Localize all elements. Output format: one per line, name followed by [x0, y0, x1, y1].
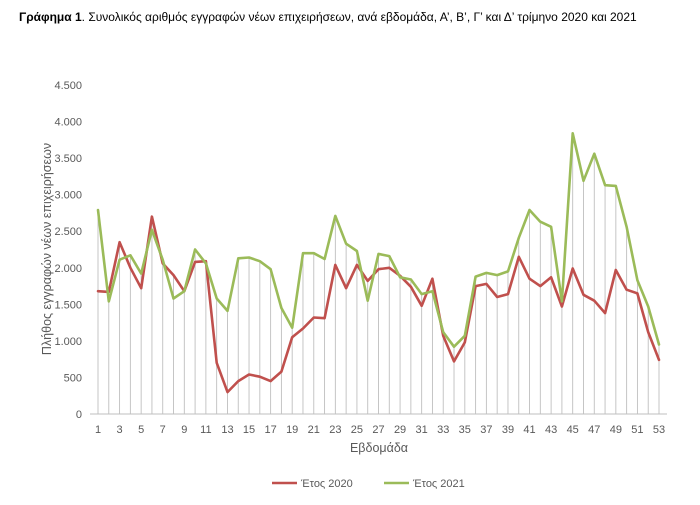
- y-tick-label: 2.000: [54, 263, 82, 275]
- x-tick-label: 1: [95, 424, 101, 436]
- x-tick-label: 17: [264, 424, 276, 436]
- y-tick-label: 4.500: [54, 80, 82, 92]
- legend-label: Έτος 2020: [300, 478, 353, 490]
- series-line-2021: [96, 132, 661, 349]
- x-tick-label: 33: [437, 424, 449, 436]
- y-tick-labels: 0 500 1.000 1.500 2.000 2.500 3.000 3.500 4.000 4…: [54, 80, 82, 421]
- x-tick-label: 49: [610, 424, 622, 436]
- y-tick-label: 4.000: [54, 117, 82, 129]
- y-tick-label: 1.000: [54, 336, 82, 348]
- y-tick-label: 3.500: [54, 153, 82, 165]
- x-tick-label: 39: [502, 424, 514, 436]
- x-tick-label: 21: [308, 424, 320, 436]
- x-tick-label: 27: [372, 424, 384, 436]
- x-tick-label: 15: [243, 424, 255, 436]
- x-tick-label: 51: [631, 424, 643, 436]
- x-tick-label: 29: [394, 424, 406, 436]
- x-tick-label: 5: [138, 424, 144, 436]
- x-tick-labels: 1 3 5 7 9 11 13 15 17 19 21 23 25 27 29 31 33 35 37 39 41 43 4…: [95, 424, 665, 436]
- y-tick-label: 2.500: [54, 226, 82, 238]
- y-axis-label: Πλήθος εγγραφών νέων επιχειρήσεων: [40, 143, 54, 355]
- figure-caption: . Συνολικός αριθμός εγγραφών νέων επιχει…: [81, 10, 637, 24]
- x-tick-label: 23: [329, 424, 341, 436]
- legend: Έτος 2020 Έτος 2021: [272, 478, 465, 490]
- x-tick-label: 47: [588, 424, 600, 436]
- x-tick-label: 43: [545, 424, 557, 436]
- x-tick-label: 25: [351, 424, 363, 436]
- x-tick-label: 9: [181, 424, 187, 436]
- y-tick-label: 500: [64, 372, 82, 384]
- x-tick-label: 45: [567, 424, 579, 436]
- x-axis-label: Εβδομάδα: [350, 441, 408, 455]
- x-tick-label: 41: [523, 424, 535, 436]
- legend-label: Έτος 2021: [412, 478, 465, 490]
- x-tick-label: 31: [416, 424, 428, 436]
- y-tick-label: 3.000: [54, 190, 82, 202]
- x-tick-label: 37: [480, 424, 492, 436]
- y-tick-label: 0: [76, 409, 82, 421]
- x-tick-label: 35: [459, 424, 471, 436]
- x-tick-label: 53: [653, 424, 665, 436]
- x-tick-label: 11: [200, 424, 211, 436]
- legend-entry: Έτος 2020: [272, 478, 353, 490]
- series-lines: [96, 132, 661, 394]
- figure-title: Γράφημα 1. Συνολικός αριθμός εγγραφών νέ…: [19, 10, 637, 24]
- x-tick-label: 19: [286, 424, 298, 436]
- x-tick-label: 7: [160, 424, 166, 436]
- legend-entry: Έτος 2021: [384, 478, 465, 490]
- series-line-2020: [96, 215, 661, 394]
- figure-label: Γράφημα 1: [19, 10, 82, 24]
- y-tick-label: 1.500: [54, 299, 82, 311]
- x-tick-label: 3: [117, 424, 123, 436]
- x-tick-label: 13: [221, 424, 233, 436]
